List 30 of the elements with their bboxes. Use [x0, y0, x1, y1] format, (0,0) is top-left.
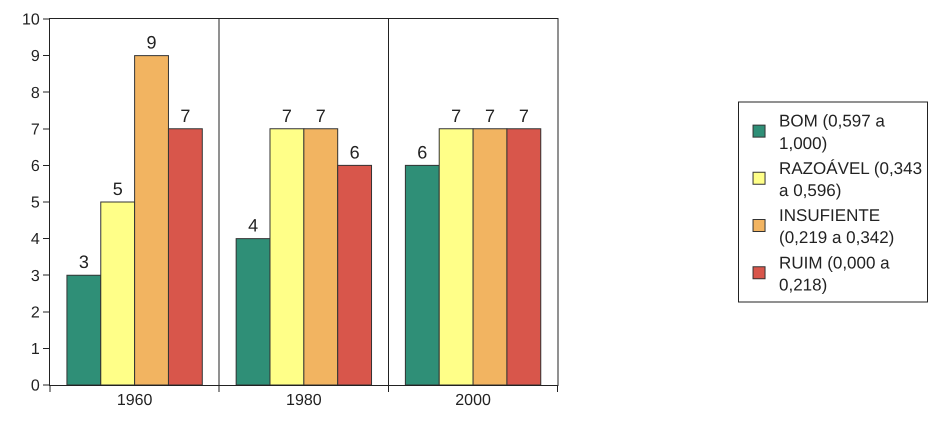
- y-tick-label: 7: [30, 121, 40, 138]
- data-label: 7: [484, 106, 495, 126]
- y-tick-label: 9: [30, 48, 40, 66]
- data-label: 4: [248, 216, 258, 236]
- legend-label: RAZOÁVEL (0,343 a 0,596): [779, 158, 922, 200]
- y-tick-label: 1: [30, 341, 40, 358]
- data-label: 7: [451, 106, 462, 126]
- legend-label: INSUFIENTE (0,219 a 0,342): [779, 206, 894, 248]
- data-label: 7: [518, 106, 529, 126]
- y-tick-label: 2: [30, 304, 40, 322]
- legend-label: RUIM (0,000 a 0,218): [779, 253, 890, 294]
- y-tick-label: 3: [30, 268, 40, 285]
- y-tick-label: 6: [30, 158, 40, 175]
- y-tick-label: 10: [22, 12, 40, 29]
- x-tick-label: 2000: [455, 392, 491, 410]
- data-label: 7: [180, 106, 190, 126]
- y-tick-label: 0: [30, 378, 40, 395]
- data-label: 7: [282, 106, 292, 126]
- y-tick-label: 4: [30, 231, 40, 248]
- x-tick-label: 1960: [116, 392, 153, 410]
- legend-label: BOM (0,597 a 1,000): [779, 112, 886, 153]
- x-tick-label: 1980: [286, 392, 322, 410]
- data-label: 5: [112, 179, 123, 199]
- data-label: 3: [78, 252, 89, 272]
- data-label: 7: [316, 106, 326, 126]
- y-tick-label: 8: [30, 84, 40, 102]
- data-label: 6: [417, 142, 428, 162]
- y-tick-label: 5: [30, 194, 40, 212]
- data-label: 9: [146, 32, 157, 53]
- data-label: 6: [350, 142, 360, 162]
